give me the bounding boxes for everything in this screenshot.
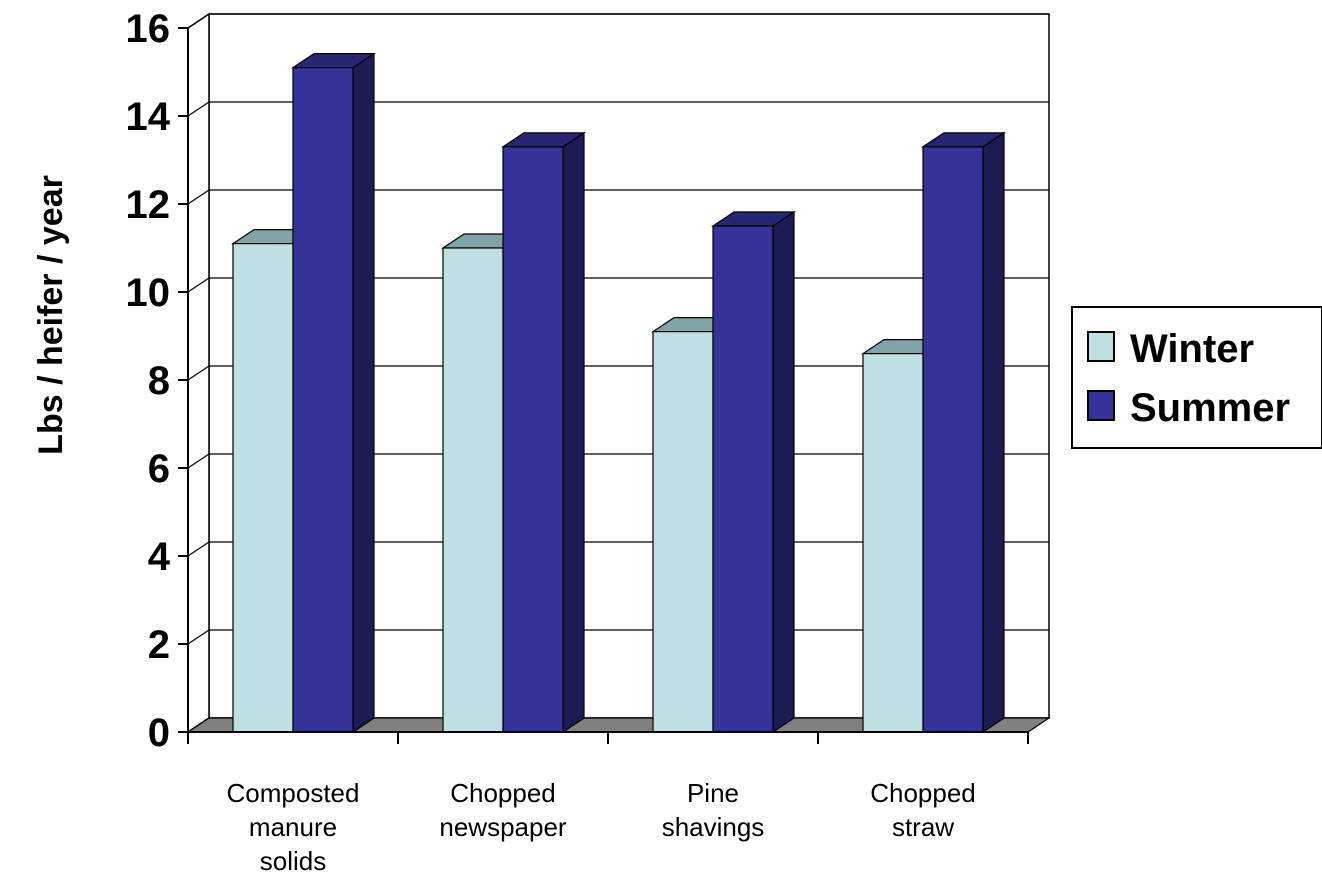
bar-side-face	[772, 210, 795, 734]
axes	[178, 27, 1029, 744]
gridline-side-10	[187, 277, 210, 293]
x-category-label-line: Chopped	[870, 778, 976, 808]
bars	[231, 52, 1006, 734]
bar-front-face	[232, 243, 294, 733]
x-category-label-line: straw	[892, 812, 954, 842]
x-category-label-line: shavings	[662, 812, 765, 842]
x-category-label-chopped-newspaper: Chopped newspaper	[439, 778, 567, 842]
bar-side-face	[982, 131, 1005, 734]
x-category-label-pine-shavings: Pine shavings	[662, 778, 765, 842]
y-tick-label-12: 12	[126, 183, 171, 227]
bar-summer-chopped-straw	[921, 131, 1006, 734]
legend-swatch-winter	[1087, 331, 1115, 362]
bar-front-face	[862, 353, 924, 733]
y-tick-label-10: 10	[126, 271, 171, 315]
x-category-label-composted-manure-solids: Composted manure solids	[227, 778, 360, 876]
x-category-label-line: Pine	[687, 778, 739, 808]
bar-front-face	[442, 247, 504, 733]
y-tick-label-0: 0	[148, 711, 170, 755]
legend-item-summer: Summer	[1087, 386, 1290, 430]
y-tick-label-2: 2	[148, 623, 170, 667]
gridline-side-8	[187, 365, 210, 381]
y-tick-labels: 0 2 4 6 8 10 12 14 16	[126, 7, 171, 755]
gridline-side-16	[187, 13, 210, 29]
bar-summer-composted-manure-solids	[291, 52, 376, 734]
bar-side-face	[352, 52, 375, 734]
legend: Winter Summer	[1071, 306, 1322, 449]
x-category-label-line: newspaper	[439, 812, 567, 842]
bar-summer-pine-shavings	[711, 210, 796, 734]
bar-front-face	[652, 331, 714, 733]
y-tick-label-14: 14	[126, 95, 171, 139]
bar-summer-chopped-newspaper	[501, 131, 586, 734]
y-tick-label-16: 16	[126, 7, 171, 51]
bar-front-face	[292, 66, 354, 733]
gridline-side-12	[187, 189, 210, 205]
legend-item-winter: Winter	[1087, 327, 1254, 371]
gridline-side-6	[187, 453, 210, 469]
legend-box	[1071, 306, 1322, 449]
x-category-label-chopped-straw: Chopped straw	[870, 778, 976, 842]
bar-front-face	[712, 225, 774, 733]
x-category-label-line: manure	[249, 812, 337, 842]
x-category-labels: Composted manure solids Chopped newspaper Pin…	[227, 778, 976, 876]
gridline-side-14	[187, 101, 210, 117]
y-tick-label-6: 6	[148, 447, 170, 491]
legend-label-winter: Winter	[1130, 327, 1254, 371]
x-category-label-line: solids	[260, 846, 326, 876]
bar-front-face	[922, 146, 984, 733]
y-tick-label-8: 8	[148, 359, 170, 403]
gridline-side-4	[187, 541, 210, 557]
bar-side-face	[562, 131, 585, 734]
y-axis-label: Lbs / heifer / year	[32, 175, 70, 455]
gridline-side-2	[187, 629, 210, 645]
x-category-label-line: Chopped	[450, 778, 556, 808]
x-category-label-line: Composted	[227, 778, 360, 808]
bar-front-face	[502, 146, 564, 733]
legend-swatch-summer	[1087, 390, 1115, 421]
y-tick-label-4: 4	[148, 535, 171, 579]
legend-label-summer: Summer	[1130, 386, 1290, 430]
